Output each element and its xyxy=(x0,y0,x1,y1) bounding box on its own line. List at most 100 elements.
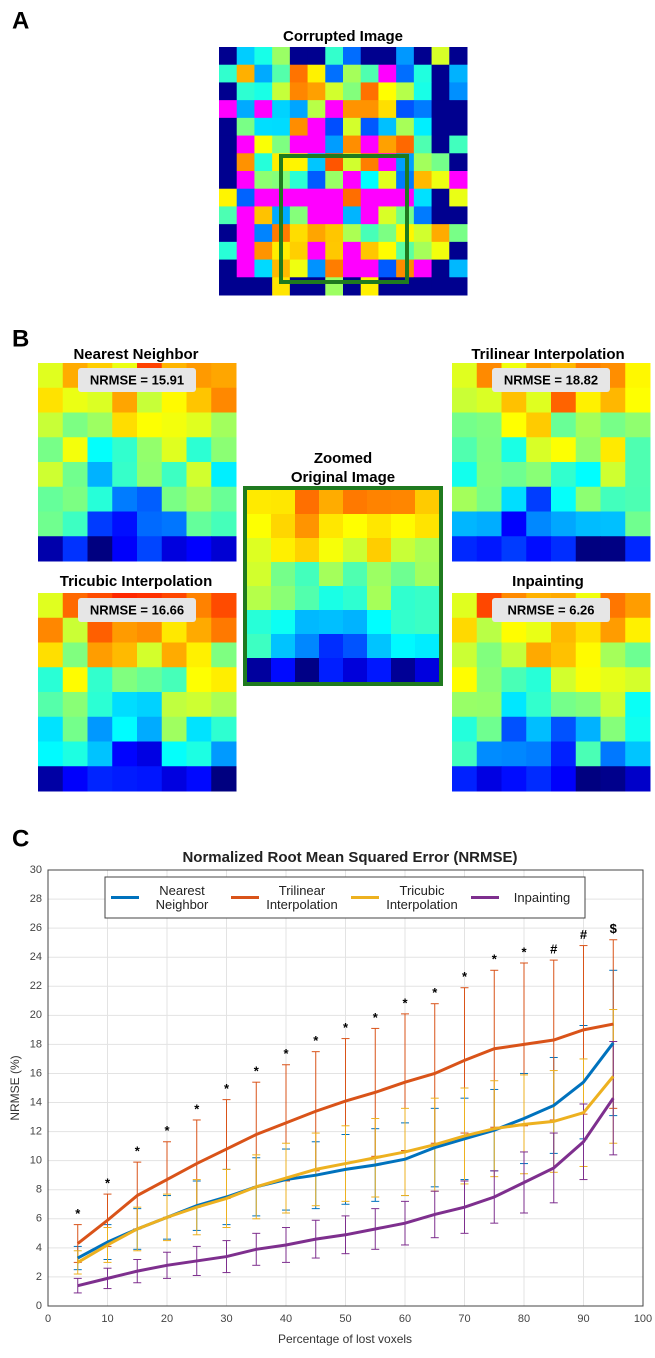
legend-entry: Nearest Neighbor xyxy=(141,881,223,914)
pixel xyxy=(187,536,212,561)
legend-entry: Trilinear Interpolation xyxy=(261,881,343,914)
pixel xyxy=(290,47,308,65)
pixel xyxy=(452,742,477,767)
y-tick-label: 22 xyxy=(30,980,42,992)
pixel xyxy=(211,618,236,643)
pixel xyxy=(361,136,379,154)
pixel xyxy=(477,413,502,438)
pixel xyxy=(576,487,601,512)
pixel xyxy=(432,171,450,189)
pixel xyxy=(449,260,467,278)
pixel xyxy=(290,189,308,207)
y-tick-label: 28 xyxy=(30,893,42,905)
pixel xyxy=(526,437,551,462)
pixel xyxy=(625,717,650,742)
pixel xyxy=(219,118,237,136)
pixel xyxy=(137,536,162,561)
pixel xyxy=(38,512,63,537)
pixel xyxy=(237,118,255,136)
legend-entry: Tricubic Interpolation xyxy=(381,881,463,914)
pixel xyxy=(576,536,601,561)
legend-label: Trilinear Interpolation xyxy=(261,881,343,914)
pixel xyxy=(219,189,237,207)
pixel xyxy=(112,462,137,487)
pixel xyxy=(452,363,477,388)
pixel xyxy=(414,65,432,83)
pixel xyxy=(137,717,162,742)
pixel xyxy=(551,766,576,791)
pixel xyxy=(601,413,626,438)
pixel xyxy=(396,65,414,83)
pixel xyxy=(325,47,343,65)
pixel xyxy=(415,586,440,611)
pixel xyxy=(477,692,502,717)
pixel xyxy=(361,47,379,65)
pixel xyxy=(625,437,650,462)
pixel xyxy=(343,260,361,278)
pixel xyxy=(88,413,113,438)
pixel xyxy=(290,242,308,260)
pixel xyxy=(295,538,320,563)
pixel xyxy=(308,65,326,83)
pixel xyxy=(576,742,601,767)
pixel xyxy=(551,742,576,767)
pixel xyxy=(502,536,527,561)
pixel xyxy=(343,634,368,659)
pixel xyxy=(38,717,63,742)
pixel xyxy=(237,242,255,260)
y-tick-label: 4 xyxy=(36,1242,42,1254)
pixel xyxy=(308,171,326,189)
pixel xyxy=(343,242,361,260)
nrmse-label: NRMSE = 6.26 xyxy=(507,602,594,617)
pixel xyxy=(187,462,212,487)
pixel xyxy=(477,643,502,668)
pixel xyxy=(272,65,290,83)
pixel xyxy=(237,136,255,154)
pixel xyxy=(112,667,137,692)
pixel xyxy=(449,206,467,224)
pixel xyxy=(414,136,432,154)
pixel xyxy=(396,100,414,118)
pixel xyxy=(414,189,432,207)
pixel xyxy=(414,118,432,136)
pixel xyxy=(63,667,88,692)
x-tick-label: 70 xyxy=(458,1313,470,1325)
legend-entry: Inpainting xyxy=(501,881,583,914)
pixel xyxy=(625,643,650,668)
pixel xyxy=(254,242,272,260)
pixel xyxy=(576,692,601,717)
pixel xyxy=(271,538,296,563)
pixel xyxy=(452,462,477,487)
pixel xyxy=(452,667,477,692)
pixel xyxy=(449,82,467,100)
pixel xyxy=(38,462,63,487)
pixel xyxy=(254,82,272,100)
pixel xyxy=(211,413,236,438)
pixel xyxy=(477,536,502,561)
pixel xyxy=(272,82,290,100)
pixel xyxy=(38,593,63,618)
pixel xyxy=(551,717,576,742)
pixel xyxy=(526,667,551,692)
pixel xyxy=(378,171,396,189)
pixel xyxy=(237,277,255,295)
pixel xyxy=(290,136,308,154)
pixel xyxy=(414,171,432,189)
pixel xyxy=(137,742,162,767)
pixel xyxy=(211,643,236,668)
pixel xyxy=(211,742,236,767)
pixel xyxy=(187,667,212,692)
pixel xyxy=(601,536,626,561)
pixel xyxy=(449,242,467,260)
pixel xyxy=(625,667,650,692)
pixel xyxy=(137,667,162,692)
y-tick-label: 26 xyxy=(30,922,42,934)
x-tick-label: 20 xyxy=(161,1313,173,1325)
pixel xyxy=(319,610,344,635)
pixel xyxy=(343,610,368,635)
pixel xyxy=(247,658,272,683)
pixel xyxy=(162,643,187,668)
y-tick-label: 18 xyxy=(30,1038,42,1050)
pixel xyxy=(112,692,137,717)
pixel xyxy=(343,514,368,539)
